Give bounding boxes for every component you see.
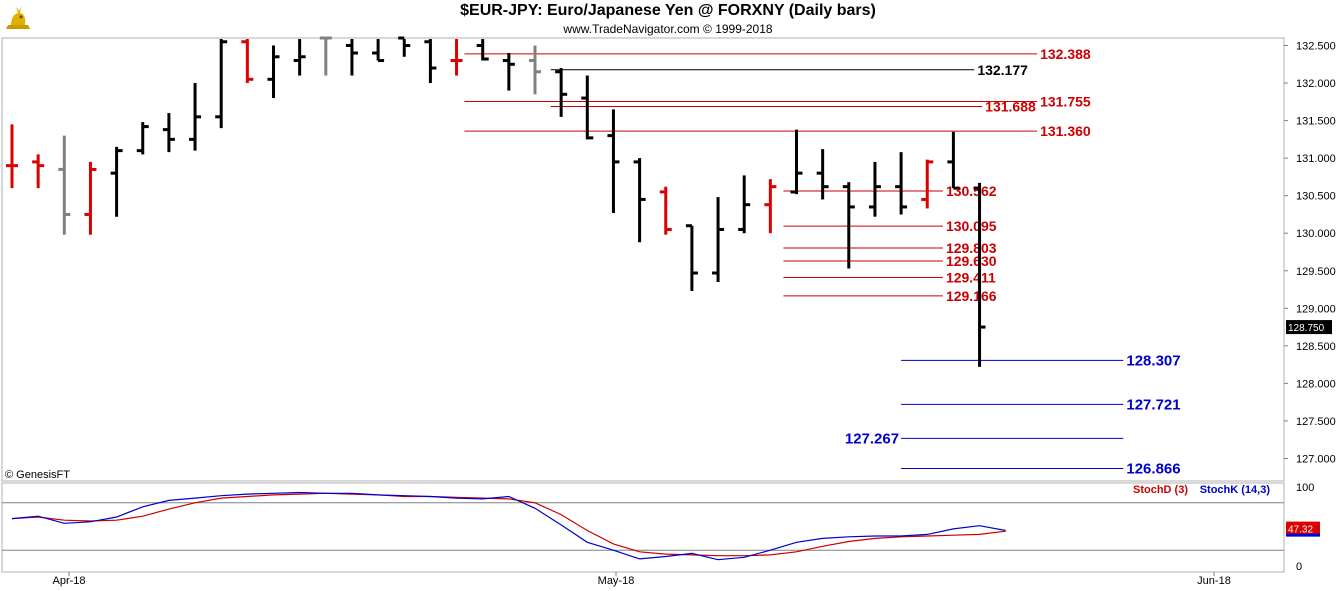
price-tick-label: 129.500 [1296, 266, 1336, 278]
stochastic-last-box [1286, 521, 1320, 536]
price-tick-label: 130.000 [1296, 228, 1336, 240]
price-tick-label: 127.500 [1296, 416, 1336, 428]
ohlc-bar [868, 161, 881, 217]
chart-subtitle: www.TradeNavigator.com © 1999-2018 [563, 22, 773, 36]
stochastic-last-label: 47.32 [1288, 525, 1313, 536]
last-price-label: 128.750 [1288, 323, 1325, 334]
price-levels: 132.388132.177131.755131.688131.360130.5… [464, 46, 1181, 478]
ohlc-bar [685, 224, 698, 292]
ohlc-bar [581, 75, 594, 140]
ohlc-bar [529, 45, 541, 95]
ohlc-bar [293, 39, 306, 76]
last-price-box [1286, 320, 1332, 335]
stochastic-panel [1, 482, 1285, 573]
ohlc-bar [162, 113, 175, 153]
ohlc-bar [372, 39, 385, 63]
date-tick-label: Jun-18 [1197, 575, 1231, 587]
ohlc-bar [712, 197, 725, 283]
level-label: 129.411 [946, 269, 996, 285]
price-tick-label: 131.500 [1296, 116, 1336, 128]
date-tick-label: Apr-18 [52, 575, 85, 587]
ohlc-bar [189, 83, 202, 151]
ohlc-bar [136, 122, 149, 155]
ohlc-bar [895, 152, 908, 215]
level-label: 129.803 [946, 240, 997, 256]
stochastic-axis: 100 0 47.32 [1286, 482, 1320, 573]
ohlc-bar [398, 36, 411, 57]
level-label: 132.177 [977, 62, 1028, 78]
date-tick-label: May-18 [598, 575, 635, 587]
stochastic-plot-area [1, 482, 1285, 573]
ohlc-bar [215, 39, 228, 129]
title-bar: $EUR-JPY: Euro/Japanese Yen @ FORXNY (Da… [0, 0, 1336, 38]
price-tick-label: 129.000 [1296, 303, 1336, 315]
level-label: 126.866 [1126, 461, 1180, 478]
genesis-bull-icon [3, 3, 33, 33]
level-label: 131.755 [1040, 93, 1091, 109]
ohlc-bar [6, 124, 18, 189]
price-tick-label: 132.500 [1296, 41, 1336, 53]
price-tick-label: 128.000 [1296, 378, 1336, 390]
stochastic-tick-label: 0 [1296, 561, 1302, 573]
ohlc-bar [84, 161, 97, 235]
ohlc-bar [32, 154, 45, 189]
price-tick-label: 127.000 [1296, 453, 1336, 465]
stochastic-last-underline [1286, 533, 1320, 537]
ohlc-bar [110, 146, 123, 217]
ohlc-bar [738, 175, 751, 234]
price-axis: 132.500 132.000 131.500 131.000 130.500 130.0… [1284, 41, 1336, 465]
ohlc-bar [267, 45, 280, 99]
level-label: 129.630 [946, 253, 997, 269]
price-tick-label: 131.000 [1296, 153, 1336, 165]
ohlc-bar [555, 68, 568, 117]
price-tick-label: 128.500 [1296, 341, 1336, 353]
ohlc-bar [450, 39, 463, 76]
legend-stoch-k: StochK (14,3) [1200, 484, 1271, 496]
stochastic-series-line [11, 492, 1006, 557]
ohlc-bar [476, 39, 489, 61]
level-label: 131.360 [1040, 123, 1091, 139]
chart-title: $EUR-JPY: Euro/Japanese Yen @ FORXNY (Da… [460, 2, 876, 19]
price-panel: © GenesisFT [1, 37, 1285, 482]
ohlc-bar [607, 109, 620, 213]
ohlc-bar [973, 182, 986, 367]
price-plot-area [1, 37, 1285, 482]
ohlc-bar [424, 39, 437, 84]
ohlc-bar [764, 179, 777, 234]
stochastic-series-line [11, 491, 1006, 561]
ohlc-bar [790, 129, 803, 195]
price-tick-label: 130.500 [1296, 191, 1336, 203]
level-label: 131.688 [985, 98, 1036, 114]
ohlc-bar [659, 186, 672, 235]
level-label: 127.721 [1126, 396, 1180, 413]
ohlc-bar [842, 182, 855, 269]
ohlc-bar [345, 39, 358, 76]
level-label: 128.307 [1126, 352, 1180, 369]
ohlc-bar [921, 159, 934, 209]
ohlc-bar [319, 36, 332, 76]
ohlc-bar [241, 39, 254, 84]
copyright-label: © GenesisFT [5, 469, 70, 481]
ohlc-bar [58, 135, 71, 235]
price-tick-label: 132.000 [1296, 78, 1336, 90]
ohlc-bar [633, 158, 646, 243]
price-bars [6, 36, 986, 367]
level-label: 129.166 [946, 288, 997, 304]
stochastic-tick-label: 100 [1296, 482, 1314, 494]
legend-stoch-d: StochD (3) [1133, 484, 1188, 496]
stochastic-lines: StochD (3) StochK (14,3) [11, 484, 1271, 561]
ohlc-bar [816, 149, 829, 200]
date-axis: Apr-18 May-18 Jun-18 [52, 572, 1231, 587]
level-label: 132.388 [1040, 46, 1091, 62]
ohlc-bar [502, 53, 515, 91]
level-label: 127.267 [845, 430, 899, 447]
level-label: 130.095 [946, 218, 997, 234]
ohlc-bar [947, 131, 960, 190]
